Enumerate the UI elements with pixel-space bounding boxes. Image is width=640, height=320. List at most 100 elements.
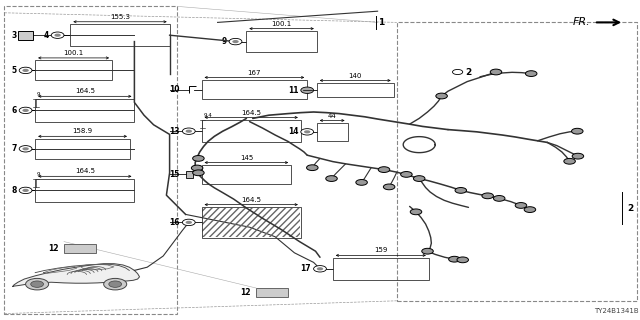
Text: 1: 1: [378, 18, 384, 27]
Circle shape: [104, 278, 127, 290]
Circle shape: [304, 130, 310, 133]
Bar: [256, 288, 288, 297]
Text: 164.5: 164.5: [75, 168, 95, 174]
Text: 164.5: 164.5: [75, 88, 95, 94]
Bar: [35, 60, 112, 80]
Text: 164.5: 164.5: [241, 197, 261, 203]
Circle shape: [301, 129, 314, 135]
Circle shape: [109, 281, 122, 287]
Circle shape: [186, 130, 192, 133]
Circle shape: [26, 278, 49, 290]
Bar: [18, 31, 33, 40]
Circle shape: [22, 147, 29, 150]
Bar: [4, 6, 177, 314]
Circle shape: [356, 180, 367, 185]
Circle shape: [307, 165, 318, 171]
Bar: [333, 258, 429, 280]
Text: 3: 3: [12, 31, 17, 40]
Circle shape: [524, 207, 536, 212]
Text: 17: 17: [300, 264, 311, 273]
Circle shape: [19, 67, 32, 74]
Circle shape: [191, 165, 203, 171]
Text: 5: 5: [12, 66, 17, 75]
Bar: [202, 207, 301, 237]
Text: 8: 8: [12, 186, 17, 195]
Circle shape: [19, 187, 32, 194]
Circle shape: [455, 188, 467, 193]
Circle shape: [232, 40, 239, 43]
Bar: [202, 208, 300, 237]
Circle shape: [317, 267, 323, 270]
Circle shape: [51, 32, 64, 38]
Circle shape: [22, 189, 29, 192]
Circle shape: [449, 256, 460, 262]
Text: TY24B1341B: TY24B1341B: [594, 308, 639, 314]
Text: 9.4: 9.4: [204, 113, 212, 118]
Text: 12: 12: [49, 244, 59, 253]
Circle shape: [436, 93, 447, 99]
Circle shape: [383, 184, 395, 190]
Circle shape: [186, 221, 192, 224]
Circle shape: [193, 170, 204, 176]
Circle shape: [572, 153, 584, 159]
Text: 9: 9: [37, 92, 40, 97]
Text: 12: 12: [241, 288, 251, 297]
Text: 16: 16: [170, 218, 180, 227]
Circle shape: [301, 87, 314, 93]
Bar: [35, 179, 134, 202]
Text: 9: 9: [37, 172, 40, 177]
Circle shape: [182, 128, 195, 134]
Text: 9: 9: [221, 37, 227, 46]
Text: 44: 44: [328, 113, 337, 119]
Text: FR.: FR.: [572, 17, 590, 28]
Circle shape: [378, 167, 390, 172]
Text: 15: 15: [170, 170, 180, 179]
Circle shape: [54, 34, 61, 37]
Text: 167: 167: [248, 69, 261, 76]
Text: 155.3: 155.3: [110, 14, 130, 20]
Bar: [246, 31, 317, 52]
Circle shape: [490, 69, 502, 75]
Circle shape: [326, 176, 337, 181]
Text: 10: 10: [170, 85, 180, 94]
Bar: [35, 99, 134, 122]
Text: 145: 145: [240, 155, 253, 161]
Circle shape: [410, 209, 422, 215]
Circle shape: [515, 203, 527, 208]
Circle shape: [493, 196, 505, 201]
Text: 140: 140: [349, 73, 362, 79]
Circle shape: [314, 266, 326, 272]
Text: 158.9: 158.9: [72, 128, 93, 134]
Circle shape: [525, 71, 537, 76]
Text: 14: 14: [288, 127, 298, 136]
Text: 6: 6: [12, 106, 17, 115]
Text: 4: 4: [44, 31, 49, 40]
Text: 164.5: 164.5: [241, 109, 261, 116]
Circle shape: [19, 146, 32, 152]
Bar: [397, 22, 637, 301]
Text: 2: 2: [465, 68, 472, 76]
Bar: [202, 80, 307, 99]
Circle shape: [452, 69, 463, 75]
Bar: [186, 171, 193, 178]
Bar: [202, 165, 291, 184]
Bar: [64, 244, 96, 253]
Circle shape: [182, 219, 195, 226]
Text: 100.1: 100.1: [271, 21, 292, 27]
Bar: [70, 24, 170, 46]
Text: 100.1: 100.1: [63, 50, 84, 56]
Circle shape: [193, 156, 204, 161]
Text: 2: 2: [627, 204, 634, 212]
Circle shape: [457, 257, 468, 263]
Text: 7: 7: [12, 144, 17, 153]
Circle shape: [229, 38, 242, 45]
Circle shape: [572, 128, 583, 134]
Text: 11: 11: [288, 86, 298, 95]
Circle shape: [19, 107, 32, 114]
Bar: [317, 123, 348, 141]
Circle shape: [22, 109, 29, 112]
Circle shape: [31, 281, 44, 287]
Circle shape: [401, 172, 412, 177]
Circle shape: [422, 248, 433, 254]
Bar: [317, 83, 394, 97]
